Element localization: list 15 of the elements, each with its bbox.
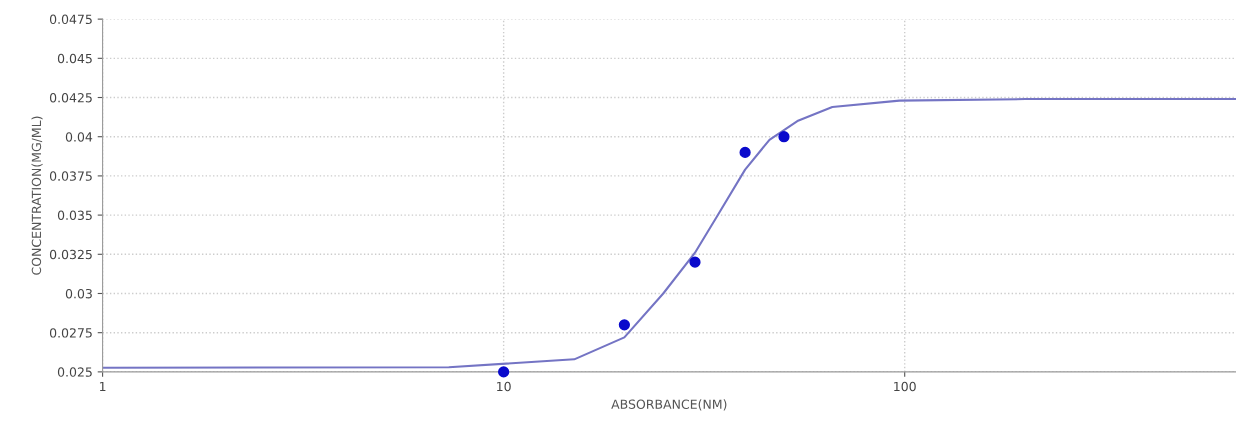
x-axis-title: ABSORBANCE(NM) — [611, 399, 727, 411]
y-tick-label: 0.03 — [65, 288, 92, 299]
x-tick-label: 1 — [99, 381, 106, 392]
x-tick-label: 100 — [894, 381, 916, 392]
x-tick-label: 10 — [497, 381, 511, 392]
y-tick-label: 0.0475 — [49, 14, 92, 25]
y-axis-title: CONCENTRATION(MG/ML) — [31, 116, 43, 275]
y-tick-label: 0.035 — [57, 210, 92, 221]
y-tick-label: 0.04 — [65, 132, 93, 142]
y-tick-label: 0.045 — [57, 53, 92, 64]
y-tick-label: 0.0275 — [49, 328, 92, 338]
y-tick-label: 0.0375 — [49, 171, 92, 181]
y-tick-label: 0.0325 — [49, 249, 92, 260]
y-tick-label: 0.0425 — [49, 92, 92, 103]
y-tick-label: 0.025 — [57, 367, 92, 377]
